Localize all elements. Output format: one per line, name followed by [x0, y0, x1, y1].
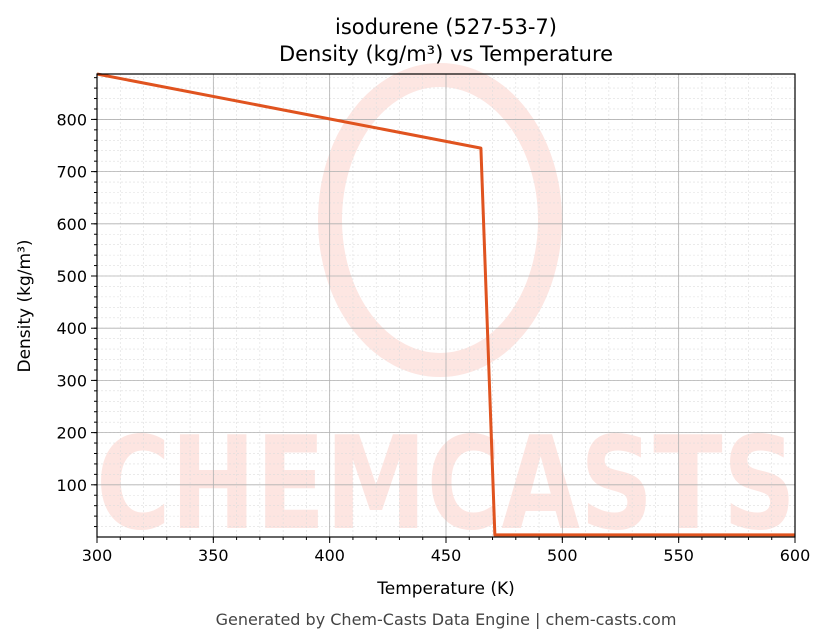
x-axis-label: Temperature (K) — [376, 579, 515, 599]
y-tick-label: 100 — [56, 476, 87, 495]
y-tick-label: 400 — [56, 319, 87, 338]
y-tick-label: 500 — [56, 267, 87, 286]
x-tick-label: 300 — [82, 546, 113, 565]
y-tick-label: 800 — [56, 110, 87, 129]
series-line — [96, 72, 795, 537]
x-tick-label: 450 — [431, 546, 462, 565]
chart-title: isodurene (527-53-7) — [335, 15, 557, 39]
y-tick-label: 300 — [56, 371, 87, 390]
y-axis-label: Density (kg/m³) — [15, 239, 35, 372]
y-tick-label: 600 — [56, 215, 87, 234]
y-tick-label: 700 — [56, 163, 87, 182]
x-tick-label: 550 — [663, 546, 694, 565]
x-tick-label: 350 — [198, 546, 229, 565]
x-tick-label: 600 — [780, 546, 811, 565]
footer-text: Generated by Chem-Casts Data Engine | ch… — [216, 610, 677, 629]
chart-subtitle: Density (kg/m³) vs Temperature — [279, 42, 613, 66]
y-tick-label: 200 — [56, 424, 87, 443]
x-tick-label: 400 — [314, 546, 345, 565]
x-tick-label: 500 — [547, 546, 578, 565]
